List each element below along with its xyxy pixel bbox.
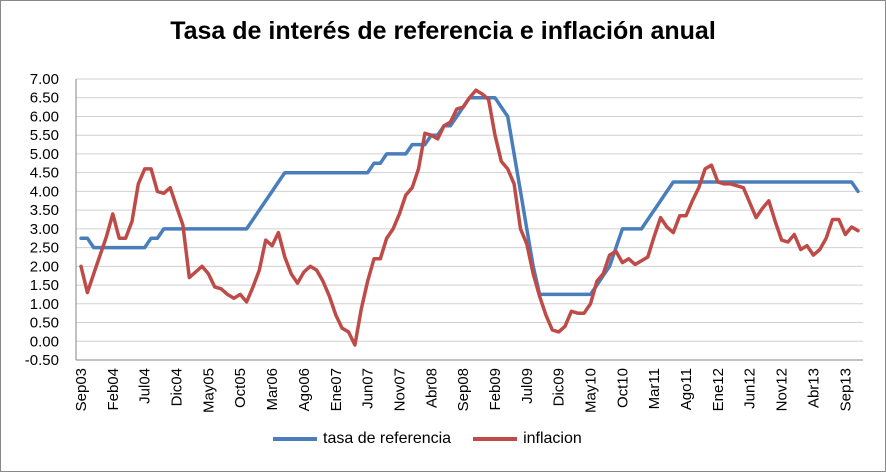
x-tick-label: Ene12: [710, 368, 727, 411]
x-tick-label: Ene07: [328, 368, 345, 411]
x-tick-label: Mar06: [264, 368, 281, 411]
y-tick-label: 6.00: [30, 108, 59, 125]
legend-swatch-inflacion: [473, 437, 518, 441]
x-tick-label: Ago11: [678, 368, 695, 410]
series-line-inflacion: [79, 88, 860, 347]
y-tick-label: 6.50: [30, 90, 59, 107]
x-tick-label: Oct10: [614, 368, 631, 408]
x-tick-label: Feb09: [487, 368, 504, 411]
y-tick-label: 1.00: [30, 296, 59, 313]
y-tick-label: 0.00: [30, 333, 59, 350]
y-tick-label: 5.50: [30, 127, 59, 144]
y-tick-label: 2.50: [30, 240, 59, 257]
series-line-tasa-de-referencia: [79, 95, 860, 297]
x-tick-label: Jul09: [519, 368, 536, 404]
x-tick-label: Jun12: [742, 368, 759, 409]
legend-item-tasa: tasa de referencia: [273, 430, 451, 448]
y-tick-label: 1.50: [30, 277, 59, 294]
legend-label-tasa: tasa de referencia: [323, 430, 452, 447]
x-tick-label: Abr08: [423, 368, 440, 408]
y-tick-label: 7.00: [30, 71, 59, 88]
y-tick-label: -0.50: [25, 352, 59, 369]
y-tick-label: 4.50: [30, 165, 59, 182]
x-tick-label: Oct05: [232, 368, 249, 408]
y-tick-label: 3.50: [30, 202, 59, 219]
legend-label-inflacion: inflacion: [523, 430, 582, 447]
x-tick-label: Abr13: [805, 368, 822, 408]
chart-title: Tasa de interés de referencia e inflació…: [170, 17, 716, 45]
x-tick-label: Jul04: [137, 368, 154, 404]
x-tick-label: Feb04: [105, 368, 122, 411]
x-tick-label: Ago06: [296, 368, 313, 411]
x-tick-label: Nov07: [391, 368, 408, 411]
y-tick-label: 3.00: [30, 221, 59, 238]
y-tick-label: 2.00: [30, 258, 59, 275]
x-tick-label: May10: [583, 368, 600, 413]
x-tick-label: Dic09: [551, 368, 568, 406]
x-tick-label: Nov12: [774, 368, 791, 411]
legend-swatch-tasa: [273, 437, 317, 441]
x-tick-label: Sep13: [837, 368, 854, 411]
legend-item-inflacion: inflacion: [473, 430, 582, 448]
x-tick-label: Jun07: [360, 368, 377, 409]
x-tick-label: May05: [200, 368, 217, 413]
x-tick-label: Mar11: [646, 368, 663, 409]
y-tick-label: 0.50: [30, 315, 59, 332]
x-tick-label: Sep08: [455, 368, 472, 411]
x-tick-label: Dic04: [169, 368, 186, 406]
legend: tasa de referencia inflacion: [273, 428, 604, 450]
y-tick-label: 4.00: [30, 183, 59, 200]
x-tick-label: Sep03: [73, 368, 90, 411]
y-tick-label: 5.00: [30, 146, 59, 163]
